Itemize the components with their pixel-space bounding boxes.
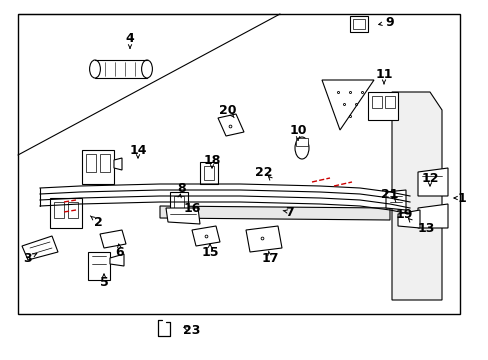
Bar (86, 154, 96, 172)
Bar (174, 196, 183, 210)
Text: 20: 20 (219, 104, 236, 117)
Bar (18, 14, 459, 314)
Polygon shape (100, 230, 126, 248)
Bar (88, 252, 110, 280)
Text: 2: 2 (93, 216, 102, 229)
Text: 14: 14 (129, 144, 146, 157)
Bar (352, 19, 364, 29)
Text: 10: 10 (289, 123, 306, 136)
Bar (384, 96, 394, 108)
Text: 9: 9 (385, 15, 393, 28)
Bar (100, 154, 110, 172)
Text: 7: 7 (285, 206, 294, 219)
Bar (295, 138, 307, 146)
Polygon shape (385, 190, 405, 210)
Bar (367, 92, 397, 120)
Polygon shape (417, 204, 447, 228)
Polygon shape (397, 210, 419, 228)
Text: 21: 21 (381, 188, 398, 201)
Text: 15: 15 (201, 246, 218, 258)
Polygon shape (192, 226, 220, 246)
Ellipse shape (294, 137, 308, 159)
Text: 12: 12 (420, 171, 438, 184)
Text: 19: 19 (394, 207, 412, 220)
Text: 11: 11 (374, 68, 392, 81)
Polygon shape (22, 236, 58, 260)
Bar (68, 202, 78, 218)
Text: 4: 4 (125, 31, 134, 45)
Bar (95, 60, 147, 78)
Bar (82, 150, 114, 184)
Polygon shape (417, 168, 447, 196)
Bar (200, 162, 218, 184)
Ellipse shape (142, 60, 152, 78)
Text: 23: 23 (183, 324, 200, 337)
Text: 1: 1 (457, 192, 466, 204)
Text: 6: 6 (116, 246, 124, 258)
Polygon shape (218, 114, 244, 136)
Bar (170, 192, 187, 214)
Bar (349, 16, 367, 32)
Polygon shape (114, 158, 122, 170)
Text: 17: 17 (261, 252, 278, 265)
Polygon shape (110, 254, 124, 266)
Text: 13: 13 (416, 221, 434, 234)
Polygon shape (321, 80, 373, 130)
Polygon shape (245, 226, 282, 252)
Text: 5: 5 (100, 275, 108, 288)
Text: 16: 16 (183, 202, 200, 215)
Bar (371, 96, 381, 108)
Bar (203, 166, 214, 180)
Ellipse shape (89, 60, 100, 78)
Bar (50, 198, 82, 228)
Text: 22: 22 (255, 166, 272, 179)
Text: 3: 3 (23, 252, 32, 265)
Text: 18: 18 (203, 153, 220, 166)
Polygon shape (391, 92, 441, 300)
Polygon shape (165, 208, 200, 224)
Bar (54, 202, 64, 218)
Text: 8: 8 (177, 181, 186, 194)
Polygon shape (160, 206, 389, 220)
